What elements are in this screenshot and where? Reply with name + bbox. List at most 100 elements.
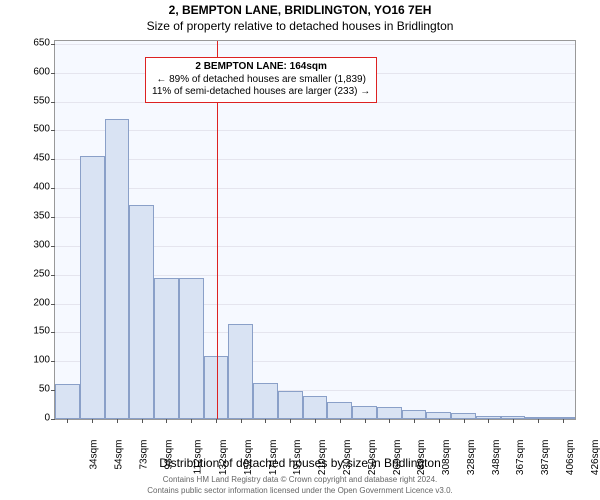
x-tick bbox=[265, 419, 266, 423]
annotation-line2: ← 89% of detached houses are smaller (1,… bbox=[156, 74, 366, 85]
x-tick bbox=[414, 419, 415, 423]
histogram-bar bbox=[228, 324, 253, 419]
y-tick bbox=[51, 332, 55, 333]
x-tick bbox=[142, 419, 143, 423]
y-tick bbox=[51, 275, 55, 276]
attribution: Contains HM Land Registry data © Crown c… bbox=[0, 475, 600, 496]
y-tick bbox=[51, 130, 55, 131]
histogram-bar bbox=[253, 383, 278, 419]
chart-title-subtitle: Size of property relative to detached ho… bbox=[0, 19, 600, 33]
x-tick-label: 308sqm bbox=[441, 440, 452, 476]
x-tick-label: 387sqm bbox=[540, 440, 551, 476]
histogram-bar bbox=[303, 396, 328, 419]
histogram-bar bbox=[179, 278, 204, 419]
x-tick bbox=[117, 419, 118, 423]
x-tick-label: 250sqm bbox=[367, 440, 378, 476]
histogram-bar bbox=[426, 412, 451, 419]
x-tick bbox=[216, 419, 217, 423]
x-tick-label: 230sqm bbox=[342, 440, 353, 476]
x-tick bbox=[464, 419, 465, 423]
x-tick bbox=[340, 419, 341, 423]
x-tick bbox=[538, 419, 539, 423]
y-tick-label: 250 bbox=[33, 268, 50, 279]
x-tick-label: 54sqm bbox=[114, 440, 125, 470]
y-tick-label: 450 bbox=[33, 153, 50, 164]
plot-area: 2 BEMPTON LANE: 164sqm ← 89% of detached… bbox=[54, 40, 576, 420]
x-tick bbox=[488, 419, 489, 423]
histogram-bar bbox=[55, 384, 80, 419]
y-tick-label: 300 bbox=[33, 239, 50, 250]
annotation-line1: 2 BEMPTON LANE: 164sqm bbox=[195, 61, 327, 72]
x-tick-label: 289sqm bbox=[416, 440, 427, 476]
gridline bbox=[55, 188, 575, 189]
y-tick-label: 550 bbox=[33, 95, 50, 106]
x-tick-label: 152sqm bbox=[243, 440, 254, 476]
x-tick bbox=[365, 419, 366, 423]
x-tick bbox=[191, 419, 192, 423]
x-tick bbox=[513, 419, 514, 423]
x-tick-label: 132sqm bbox=[218, 440, 229, 476]
y-tick-label: 400 bbox=[33, 182, 50, 193]
y-tick-label: 200 bbox=[33, 297, 50, 308]
y-tick bbox=[51, 188, 55, 189]
x-tick-label: 171sqm bbox=[268, 440, 279, 476]
x-tick bbox=[92, 419, 93, 423]
x-tick-label: 93sqm bbox=[163, 440, 174, 470]
histogram-bar bbox=[105, 119, 130, 419]
x-tick bbox=[315, 419, 316, 423]
x-tick bbox=[563, 419, 564, 423]
annotation-box: 2 BEMPTON LANE: 164sqm ← 89% of detached… bbox=[145, 57, 377, 103]
attrib-line2: Contains public sector information licen… bbox=[147, 486, 453, 495]
y-tick-label: 150 bbox=[33, 326, 50, 337]
x-tick bbox=[241, 419, 242, 423]
histogram-bar bbox=[402, 410, 427, 419]
y-tick bbox=[51, 361, 55, 362]
y-tick bbox=[51, 390, 55, 391]
x-tick bbox=[389, 419, 390, 423]
histogram-bar bbox=[129, 205, 154, 419]
y-tick bbox=[51, 44, 55, 45]
annotation-line3: 11% of semi-detached houses are larger (… bbox=[152, 86, 370, 97]
attrib-line1: Contains HM Land Registry data © Crown c… bbox=[163, 475, 438, 484]
y-tick bbox=[51, 159, 55, 160]
x-tick bbox=[439, 419, 440, 423]
x-tick bbox=[67, 419, 68, 423]
y-tick-label: 650 bbox=[33, 37, 50, 48]
histogram-bar bbox=[352, 406, 377, 419]
y-tick-label: 50 bbox=[39, 384, 50, 395]
gridline bbox=[55, 130, 575, 131]
chart-title-address: 2, BEMPTON LANE, BRIDLINGTON, YO16 7EH bbox=[0, 3, 600, 17]
histogram-bar bbox=[377, 407, 402, 419]
x-tick-label: 406sqm bbox=[565, 440, 576, 476]
gridline bbox=[55, 159, 575, 160]
x-tick-label: 328sqm bbox=[466, 440, 477, 476]
x-tick-label: 426sqm bbox=[590, 440, 600, 476]
x-tick-label: 210sqm bbox=[317, 440, 328, 476]
histogram-bar bbox=[278, 391, 303, 419]
x-tick-label: 73sqm bbox=[138, 440, 149, 470]
y-tick bbox=[51, 217, 55, 218]
y-tick-label: 350 bbox=[33, 211, 50, 222]
histogram-bar bbox=[154, 278, 179, 419]
histogram-bar bbox=[80, 156, 105, 419]
x-tick-label: 112sqm bbox=[193, 440, 204, 475]
x-tick-label: 367sqm bbox=[515, 440, 526, 476]
x-tick bbox=[166, 419, 167, 423]
x-tick-label: 191sqm bbox=[293, 440, 304, 476]
y-tick bbox=[51, 304, 55, 305]
x-tick-label: 269sqm bbox=[392, 440, 403, 476]
x-tick bbox=[290, 419, 291, 423]
y-tick bbox=[51, 419, 55, 420]
y-tick-label: 100 bbox=[33, 355, 50, 366]
histogram-bar bbox=[327, 402, 352, 419]
y-tick bbox=[51, 73, 55, 74]
x-tick-label: 348sqm bbox=[491, 440, 502, 476]
y-tick-label: 600 bbox=[33, 66, 50, 77]
gridline bbox=[55, 44, 575, 45]
y-tick bbox=[51, 102, 55, 103]
histogram-bar bbox=[204, 356, 229, 419]
x-tick-label: 34sqm bbox=[89, 440, 100, 470]
y-tick-label: 500 bbox=[33, 124, 50, 135]
y-tick-label: 0 bbox=[44, 413, 50, 424]
y-tick bbox=[51, 246, 55, 247]
